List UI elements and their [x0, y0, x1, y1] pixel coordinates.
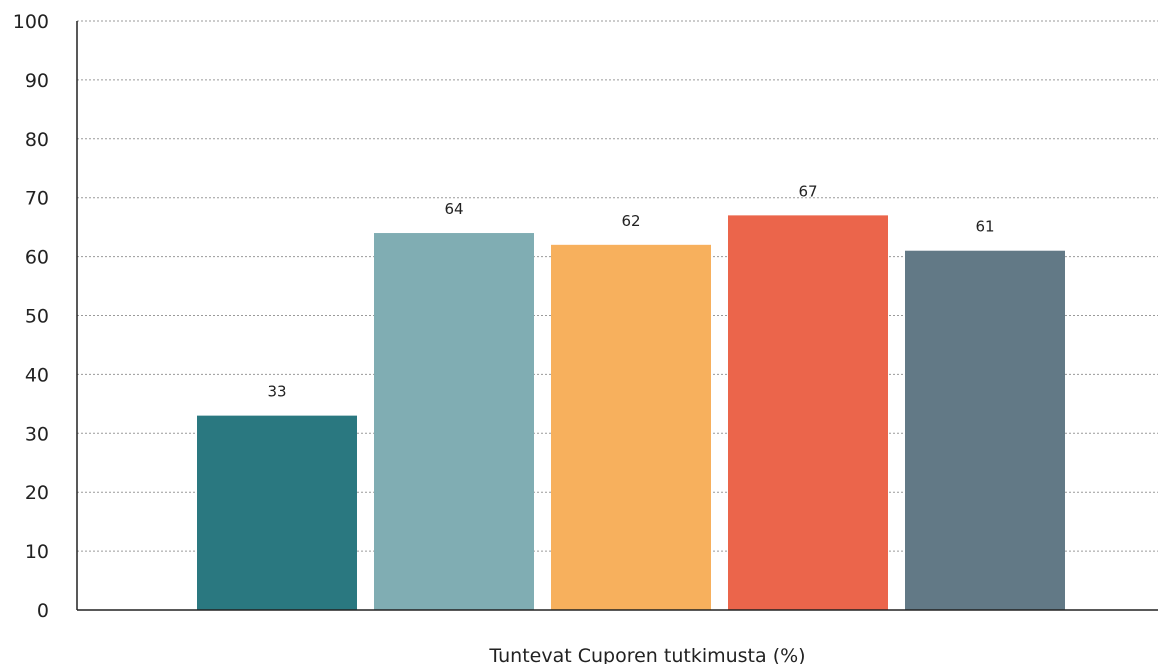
y-tick-label: 80 [25, 129, 49, 151]
y-tick-label: 10 [25, 541, 49, 563]
y-tick-label: 0 [37, 600, 49, 622]
y-tick-label: 100 [13, 11, 49, 33]
bars [197, 215, 1065, 611]
y-tick-label: 50 [25, 306, 49, 328]
y-tick-label: 40 [25, 364, 49, 386]
bar [374, 233, 534, 611]
y-tick-label: 70 [25, 188, 49, 210]
bar [197, 415, 357, 610]
data-label: 62 [621, 212, 640, 230]
y-tick-label: 60 [25, 247, 49, 269]
x-axis-title: Tuntevat Cuporen tutkimusta (%) [488, 645, 805, 664]
y-axis-ticks: 0 10 20 30 40 50 60 70 80 90 100 [13, 11, 49, 622]
y-tick-label: 20 [25, 482, 49, 504]
data-labels: 33 64 62 67 61 [267, 182, 994, 400]
data-label: 67 [798, 182, 817, 200]
data-label: 33 [267, 383, 286, 401]
bar [905, 250, 1065, 610]
y-tick-label: 90 [25, 70, 49, 92]
data-label: 61 [975, 218, 994, 236]
y-tick-label: 30 [25, 423, 49, 445]
data-label: 64 [444, 200, 463, 218]
bar [728, 215, 888, 610]
bar [551, 244, 711, 610]
